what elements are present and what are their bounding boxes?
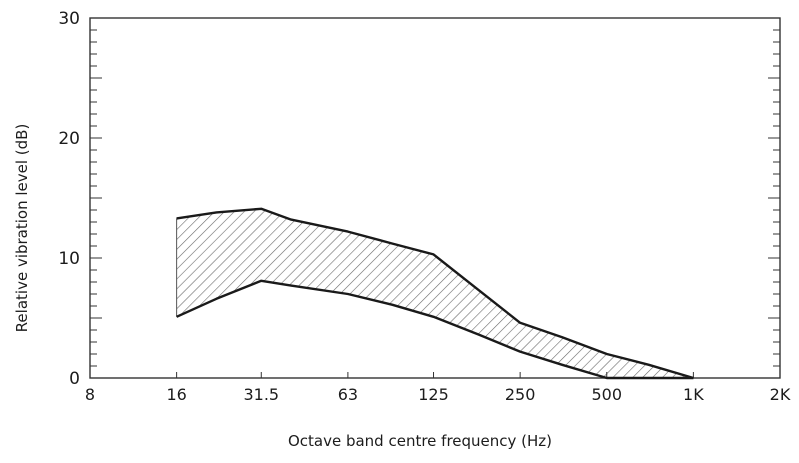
x-tick-label: 8	[85, 385, 95, 404]
x-tick-label: 31.5	[243, 385, 279, 404]
y-tick-label: 30	[58, 9, 80, 29]
x-tick-label: 2K	[770, 385, 791, 404]
x-tick-label: 250	[505, 385, 536, 404]
x-tick-label: 63	[338, 385, 358, 404]
lines-layer	[176, 207, 694, 380]
x-axis-title: Octave band centre frequency (Hz)	[288, 432, 552, 450]
labels-layer: 0 10 20 30 8 16 31.5 63 125 250 500 1K 2K	[58, 9, 790, 404]
y-axis-title: Relative vibration level (dB)	[13, 124, 31, 333]
vibration-band-fill	[176, 208, 694, 378]
lower-bound-line	[176, 279, 694, 380]
axes-layer	[89, 17, 781, 379]
x-tick-label: 500	[591, 385, 622, 404]
x-tick-label: 1K	[683, 385, 704, 404]
y-tick-label: 0	[69, 369, 80, 389]
x-tick-label: 16	[166, 385, 186, 404]
y-tick-label: 20	[58, 129, 80, 149]
x-tick-label: 125	[418, 385, 449, 404]
y-tick-label: 10	[58, 249, 80, 269]
plot-frame	[89, 17, 781, 379]
band-layer	[176, 208, 694, 378]
upper-bound-line	[176, 207, 694, 380]
